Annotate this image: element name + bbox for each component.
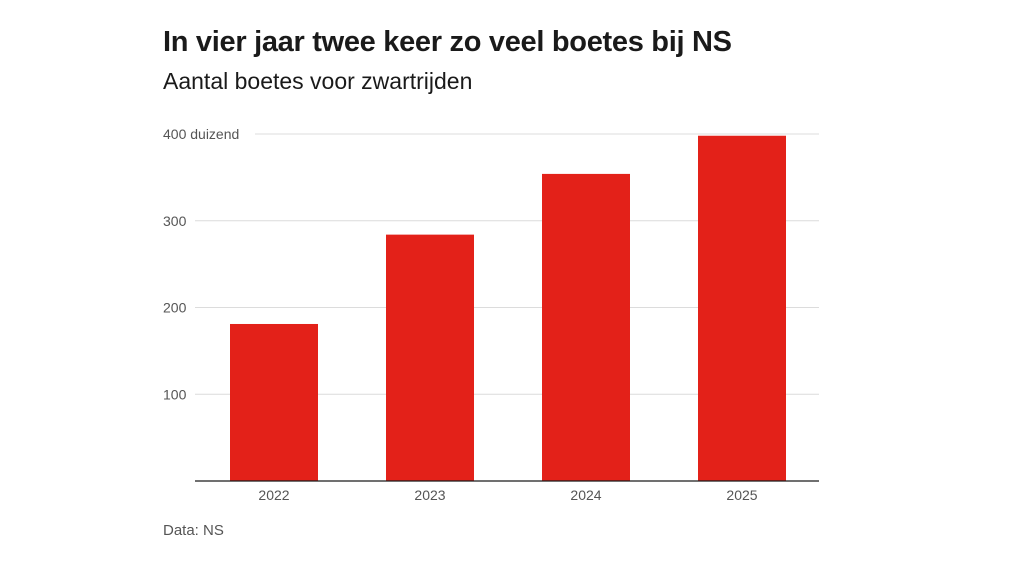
x-tick-label: 2022 xyxy=(258,487,289,503)
y-tick-label: 400 duizend xyxy=(163,126,239,142)
x-tick-label: 2023 xyxy=(414,487,445,503)
x-tick-label: 2024 xyxy=(570,487,601,503)
chart-title: In vier jaar twee keer zo veel boetes bi… xyxy=(163,26,732,58)
bars xyxy=(230,135,786,482)
y-axis-ticks: 100 200 300 400 duizend xyxy=(163,126,239,402)
chart-subtitle: Aantal boetes voor zwartrijden xyxy=(163,68,473,94)
y-tick-label: 200 xyxy=(163,300,187,316)
bar-2023 xyxy=(386,234,474,481)
y-tick-label: 100 xyxy=(163,386,187,402)
x-tick-label: 2025 xyxy=(726,487,757,503)
y-tick-label: 300 xyxy=(163,213,187,229)
bar-2024 xyxy=(542,173,630,481)
x-axis-ticks: 2022 2023 2024 2025 xyxy=(258,487,757,503)
bar-2022 xyxy=(230,323,318,481)
data-source: Data: NS xyxy=(163,522,224,539)
bar-2025 xyxy=(698,135,786,482)
